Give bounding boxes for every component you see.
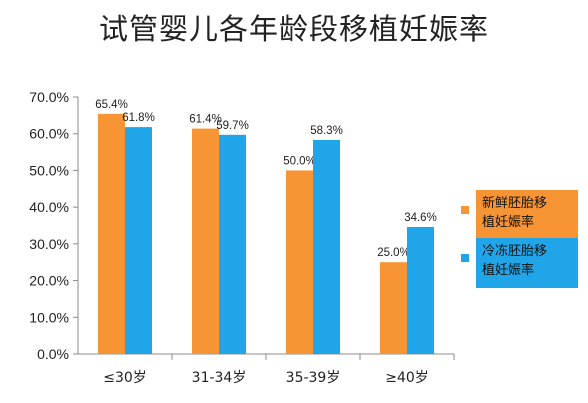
data-label: 50.0% [283,155,316,167]
data-label: 59.7% [216,120,249,132]
bar-frozen [313,139,340,354]
bar-frozen [407,226,434,354]
bar-frozen [219,134,246,354]
y-tick-label: 70.0% [29,89,69,105]
bar-fresh [192,128,219,354]
data-label: 61.8% [122,112,155,124]
legend-swatch-frozen [461,254,469,262]
x-tick-label: ≥40岁 [385,370,429,386]
data-label: 58.3% [310,125,343,137]
bar-fresh [98,113,125,354]
data-label: 34.6% [404,212,437,224]
legend-label-frozen-line2: 植妊娠率 [482,263,535,278]
bar-fresh [380,262,407,354]
y-tick-label: 20.0% [29,273,69,289]
legend-label-frozen-line1: 冷冻胚胎移 [482,244,548,259]
x-tick-label: 31-34岁 [192,370,247,386]
y-tick-label: 10.0% [29,309,69,325]
legend-swatch-fresh [461,206,469,214]
legend-item-frozen: 冷冻胚胎移 植妊娠率 [476,238,578,288]
y-tick-label: 0.0% [37,346,69,362]
data-label: 61.4% [189,114,222,126]
x-tick-label: 35-39岁 [286,370,341,386]
chart-title: 试管婴儿各年龄段移植妊娠率 [98,12,489,46]
y-tick-label: 30.0% [29,236,69,252]
legend-label-fresh-line2: 植妊娠率 [482,215,535,230]
y-tick-label: 40.0% [29,199,69,215]
data-label: 25.0% [377,247,410,259]
legend-item-fresh: 新鲜胚胎移 植妊娠率 [476,190,578,240]
data-label: 65.4% [95,99,128,111]
x-tick-label: ≤30岁 [103,370,147,386]
bar-fresh [286,170,313,354]
legend-label-fresh-line1: 新鲜胚胎移 [482,196,548,211]
y-tick-label: 50.0% [29,162,69,178]
bar-frozen [125,127,152,354]
y-tick-label: 60.0% [29,126,69,142]
